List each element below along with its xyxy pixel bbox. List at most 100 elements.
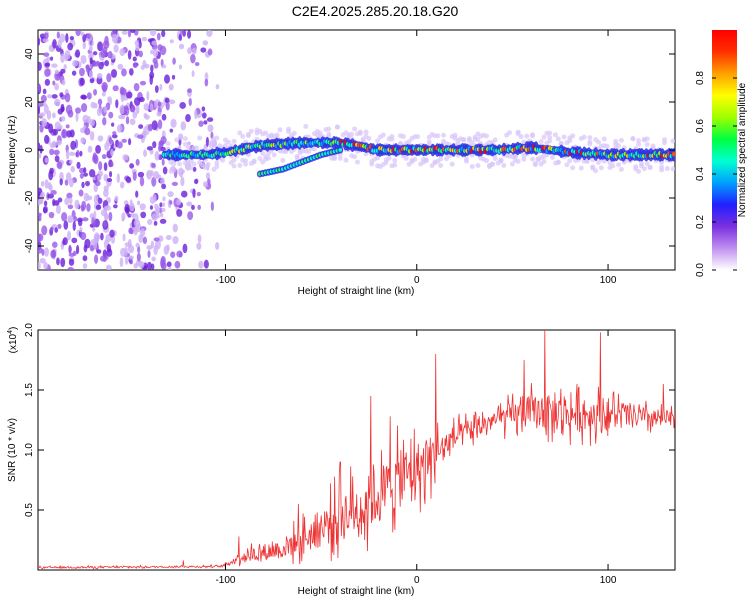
noise-blob xyxy=(201,112,207,119)
noise-blob xyxy=(157,119,163,130)
signal-halo xyxy=(197,135,203,141)
signal-halo xyxy=(555,136,561,142)
noise-blob xyxy=(127,244,135,254)
noise-blob xyxy=(161,113,167,121)
noise-blob xyxy=(96,107,102,116)
noise-blob xyxy=(138,124,144,129)
noise-blob xyxy=(180,176,185,187)
noise-blob xyxy=(215,241,220,250)
noise-blob xyxy=(71,237,78,244)
noise-blob xyxy=(52,128,58,136)
noise-blob xyxy=(161,64,167,69)
noise-blob xyxy=(205,172,211,180)
noise-blob xyxy=(154,207,159,214)
noise-blob xyxy=(43,200,48,207)
signal-halo xyxy=(518,134,524,140)
signal-halo xyxy=(616,143,622,149)
signal-halo xyxy=(636,168,642,174)
noise-blob xyxy=(127,49,132,60)
noise-blob xyxy=(89,131,95,141)
signal-halo xyxy=(661,140,667,146)
noise-blob xyxy=(153,171,160,180)
noise-blob xyxy=(57,38,62,49)
noise-blob xyxy=(84,127,91,136)
noise-blob xyxy=(47,94,53,99)
signal-core xyxy=(671,151,675,157)
signal-halo xyxy=(352,154,358,160)
signal-halo xyxy=(357,129,363,135)
noise-blob xyxy=(121,30,128,35)
noise-blob xyxy=(86,92,92,100)
signal-halo xyxy=(363,129,369,135)
noise-blob xyxy=(159,45,167,56)
noise-blob xyxy=(82,255,88,262)
noise-blob xyxy=(132,56,137,62)
noise-blob xyxy=(46,110,52,120)
noise-blob xyxy=(129,163,135,169)
noise-blob xyxy=(62,128,66,139)
noise-blob xyxy=(89,57,93,65)
noise-blob xyxy=(76,149,80,158)
signal-halo xyxy=(636,141,642,147)
noise-blob xyxy=(161,158,165,166)
noise-blob xyxy=(75,112,79,122)
signal-halo xyxy=(171,167,177,173)
noise-blob xyxy=(83,172,88,177)
snr-x-tick-label: -100 xyxy=(215,575,235,586)
signal-halo xyxy=(593,168,599,174)
signal-halo xyxy=(231,138,237,144)
noise-blob xyxy=(75,107,82,114)
noise-blob xyxy=(51,241,58,248)
noise-blob xyxy=(149,103,154,112)
noise-blob xyxy=(147,123,153,132)
noise-blob xyxy=(42,37,49,43)
noise-blob xyxy=(180,121,187,131)
noise-blob xyxy=(83,192,90,202)
noise-blob xyxy=(65,149,70,160)
noise-blob xyxy=(109,229,115,238)
signal-halo xyxy=(489,161,495,167)
signal-halo xyxy=(311,146,317,152)
noise-blob xyxy=(38,195,44,205)
noise-blob xyxy=(68,258,75,266)
noise-blob xyxy=(50,56,54,61)
signal-halo xyxy=(604,143,610,149)
noise-blob xyxy=(185,114,191,123)
noise-blob xyxy=(108,136,112,144)
signal-halo xyxy=(332,154,338,160)
chart-title: C2E4.2025.285.20.18.G20 xyxy=(292,3,459,19)
noise-blob xyxy=(116,141,123,149)
noise-blob xyxy=(112,131,117,136)
signal-halo xyxy=(380,132,386,138)
signal-halo xyxy=(245,132,251,138)
noise-blob xyxy=(207,48,213,56)
noise-blob xyxy=(107,51,113,59)
signal-halo xyxy=(521,156,527,162)
noise-blob xyxy=(110,68,118,78)
noise-blob xyxy=(135,242,140,248)
signal-halo xyxy=(587,141,593,147)
noise-blob xyxy=(160,136,167,145)
noise-blob xyxy=(178,33,183,41)
signal-halo xyxy=(291,130,297,136)
noise-blob xyxy=(151,162,156,168)
signal-halo xyxy=(547,130,553,136)
noise-blob xyxy=(176,208,183,217)
noise-blob xyxy=(81,181,85,189)
noise-blob xyxy=(65,33,69,43)
noise-blob xyxy=(134,97,141,106)
noise-blob xyxy=(64,92,71,103)
signal-halo xyxy=(484,133,490,139)
noise-blob xyxy=(130,30,136,34)
noise-blob xyxy=(44,78,51,86)
signal-halo xyxy=(165,140,171,146)
noise-blob xyxy=(96,60,100,66)
signal-halo xyxy=(214,160,220,166)
noise-blob xyxy=(93,88,98,96)
noise-blob xyxy=(196,242,202,250)
noise-blob xyxy=(203,259,209,269)
noise-blob xyxy=(116,173,121,184)
noise-blob xyxy=(56,161,63,169)
noise-blob xyxy=(146,261,152,270)
signal-halo xyxy=(507,130,513,136)
